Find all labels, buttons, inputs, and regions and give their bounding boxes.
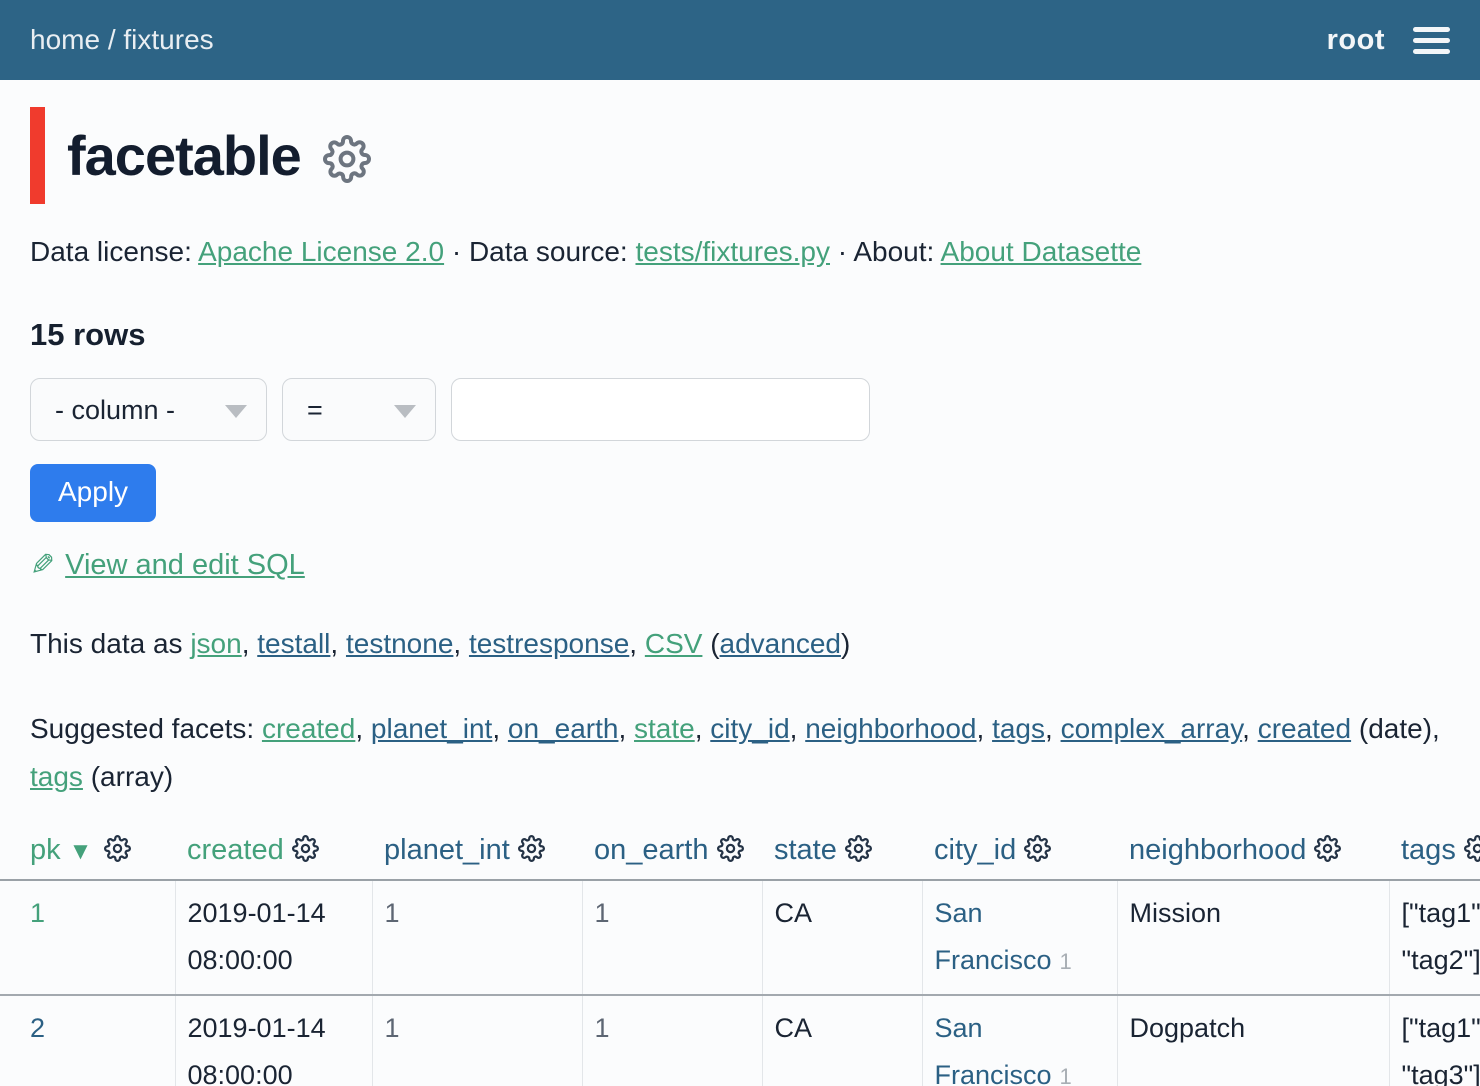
row-count: 15 rows [30, 317, 146, 352]
column-header-neighborhood: neighborhood [1117, 824, 1389, 881]
column-sort-link-city_id[interactable]: city_id [934, 834, 1017, 866]
link-state[interactable]: state [634, 713, 695, 744]
link-testnone[interactable]: testnone [345, 628, 454, 659]
apply-button[interactable]: Apply [30, 464, 157, 522]
link-about-datasette[interactable]: About Datasette [940, 236, 1142, 267]
link-home[interactable]: home [30, 24, 101, 55]
table-row: 1 2019-01-14 08:00:00 1 1 CA San Francisco 1 Mi… [0, 880, 1480, 995]
cell-on_earth: 1 [581, 880, 762, 995]
column-header-state: state [762, 824, 922, 881]
link-json[interactable]: json [190, 628, 242, 659]
link-on-earth[interactable]: on_earth [507, 713, 619, 744]
gear-icon[interactable] [104, 835, 132, 862]
metadata-line: Data license: Apache License 2.0 · Data … [30, 236, 1142, 267]
link-tags[interactable]: tags [992, 713, 1045, 744]
foreign-key-id: 1 [1059, 1064, 1072, 1086]
filter-operator-select[interactable]: = [282, 378, 436, 441]
cell-neighborhood: Mission [1116, 880, 1389, 995]
title-accent-bar [30, 107, 45, 204]
column-sort-link-neighborhood[interactable]: neighborhood [1129, 834, 1307, 866]
suggested-facets-line: Suggested facets: created, planet_int, o… [30, 713, 1440, 792]
export-links-line: This data as json, testall, testnone, te… [30, 628, 851, 659]
cell-neighborhood: Dogpatch [1116, 994, 1389, 1086]
link-created[interactable]: created [1257, 713, 1352, 744]
cell-planet_int: 1 [371, 880, 582, 995]
cell-created: 2019-01-14 08:00:00 [174, 880, 372, 995]
column-sort-link-created[interactable]: created [187, 834, 284, 866]
gear-icon[interactable] [517, 835, 545, 862]
data-table-wrapper: pk ▼ created planet_int on_earth state ci… [0, 824, 1480, 1086]
cell-state: CA [761, 994, 922, 1086]
column-sort-link-state[interactable]: state [774, 834, 837, 866]
page-title: facetable [67, 124, 302, 187]
column-header-created: created [175, 824, 372, 881]
filter-value-input[interactable] [451, 378, 870, 441]
gear-icon[interactable] [1463, 835, 1480, 862]
cell-tags: ["tag1", "tag3"] [1388, 994, 1480, 1086]
column-header-city_id: city_id [922, 824, 1117, 881]
link-testresponse[interactable]: testresponse [468, 628, 630, 659]
link-advanced[interactable]: advanced [719, 628, 841, 659]
link-testall[interactable]: testall [257, 628, 331, 659]
column-header-planet_int: planet_int [372, 824, 582, 881]
cell-link-city_id[interactable]: San Francisco [934, 1013, 1052, 1086]
gear-icon[interactable] [291, 835, 319, 862]
cell-city_id: San Francisco 1 [921, 880, 1117, 995]
filter-column-select[interactable]: - column - [30, 378, 267, 441]
table-row: 2 2019-01-14 08:00:00 1 1 CA San Francisco 1 Do… [0, 994, 1480, 1086]
pencil-icon: ✎ [30, 549, 56, 582]
column-sort-link-pk[interactable]: pk [30, 834, 61, 866]
link-planet-int[interactable]: planet_int [370, 713, 493, 744]
link-tests-fixtures-py[interactable]: tests/fixtures.py [635, 236, 830, 267]
menu-icon[interactable] [1413, 23, 1450, 58]
link-neighborhood[interactable]: neighborhood [805, 713, 977, 744]
foreign-key-id: 1 [1059, 949, 1072, 974]
table-settings-gear-icon[interactable] [322, 134, 371, 183]
cell-link-pk[interactable]: 1 [30, 898, 46, 928]
cell-planet_int: 1 [371, 994, 582, 1086]
link-tags[interactable]: tags [30, 761, 83, 792]
column-header-on_earth: on_earth [582, 824, 762, 881]
cell-state: CA [761, 880, 922, 995]
current-user-label[interactable]: root [1326, 23, 1385, 56]
link-city-id[interactable]: city_id [710, 713, 790, 744]
column-sort-link-planet_int[interactable]: planet_int [384, 834, 510, 866]
gear-icon[interactable] [716, 835, 744, 862]
column-header-tags: tags [1389, 824, 1480, 881]
gear-icon[interactable] [1314, 835, 1342, 862]
cell-created: 2019-01-14 08:00:00 [174, 994, 372, 1086]
top-nav-bar: home / fixtures root [0, 0, 1480, 80]
link-created[interactable]: created [261, 713, 356, 744]
cell-on_earth: 1 [581, 994, 762, 1086]
sort-desc-icon: ▼ [68, 838, 93, 865]
breadcrumb: home / fixtures [30, 24, 214, 55]
column-header-pk: pk ▼ [0, 824, 175, 881]
cell-link-city_id[interactable]: San Francisco [934, 898, 1052, 975]
column-sort-link-tags[interactable]: tags [1401, 834, 1456, 866]
link-complex-array[interactable]: complex_array [1060, 713, 1243, 744]
cell-link-pk[interactable]: 2 [30, 1013, 46, 1043]
gear-icon[interactable] [844, 835, 872, 862]
link-fixtures[interactable]: fixtures [123, 24, 214, 55]
rows-and-columns-table: pk ▼ created planet_int on_earth state ci… [0, 824, 1480, 1086]
view-edit-sql-link[interactable]: View and edit SQL [65, 549, 305, 581]
cell-pk: 1 [0, 880, 175, 995]
column-sort-link-on_earth[interactable]: on_earth [594, 834, 709, 866]
cell-tags: ["tag1", "tag2"] [1388, 880, 1480, 995]
gear-icon[interactable] [1024, 835, 1052, 862]
cell-pk: 2 [0, 994, 175, 1086]
cell-city_id: San Francisco 1 [921, 994, 1117, 1086]
filter-row: - column - = [30, 378, 1450, 441]
link-csv[interactable]: CSV [644, 628, 703, 659]
link-apache-license-2-0[interactable]: Apache License 2.0 [198, 236, 445, 267]
